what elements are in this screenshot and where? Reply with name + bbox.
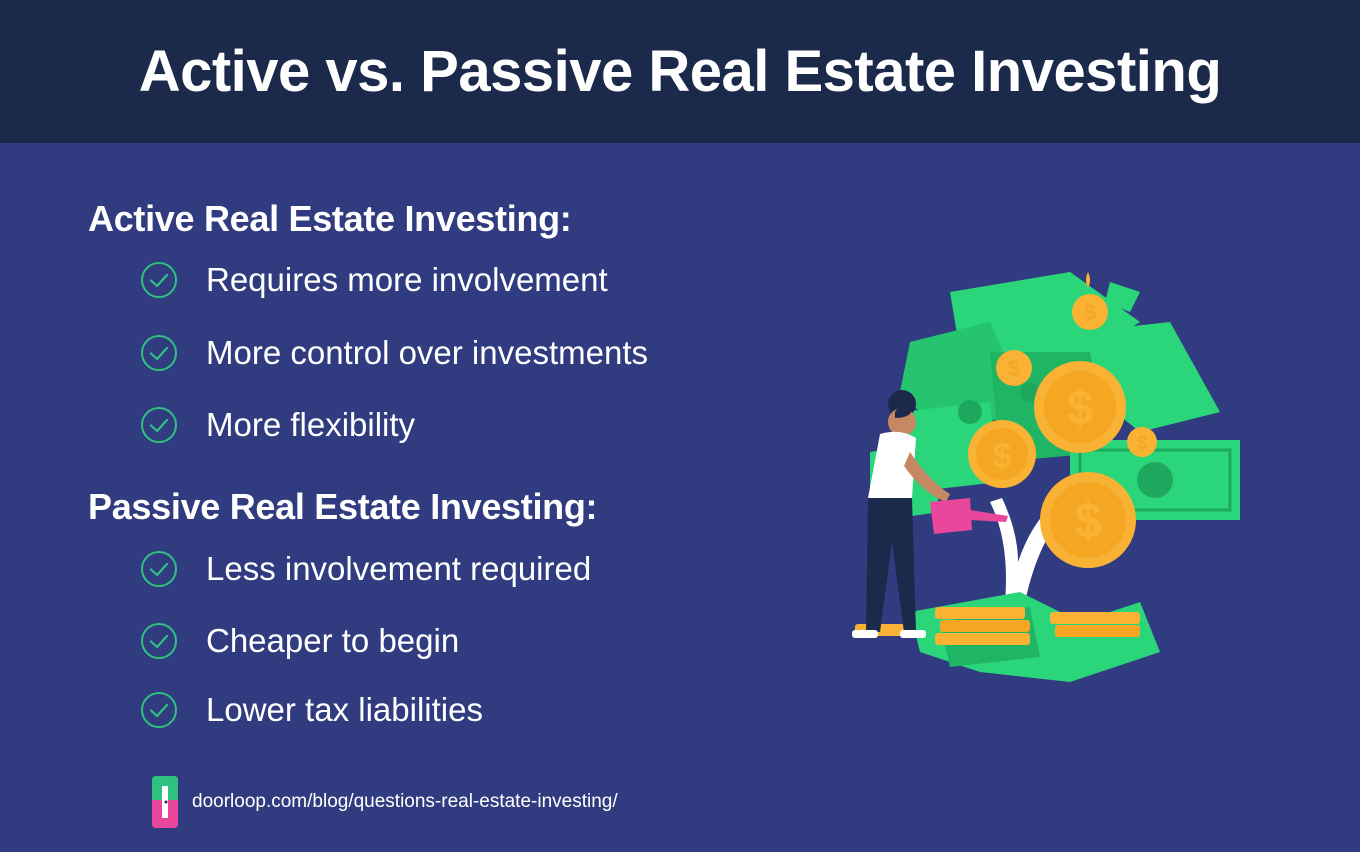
- money-tree-illustration: $ $ $ $ $ $: [852, 272, 1240, 682]
- list-item-label: Requires more involvement: [206, 261, 608, 298]
- list-item-label: More flexibility: [206, 406, 416, 443]
- list-item-label: Cheaper to begin: [206, 622, 460, 659]
- check-circle-icon: [141, 262, 177, 298]
- footer: doorloop.com/blog/questions-real-estate-…: [148, 774, 618, 830]
- list-item: Requires more involvement: [140, 260, 608, 300]
- list-item-label: Less involvement required: [206, 550, 592, 587]
- svg-text:$: $: [1074, 493, 1102, 549]
- doorloop-logo-icon: [152, 776, 178, 828]
- list-item: Less involvement required: [140, 549, 591, 589]
- check-circle-icon: [141, 551, 177, 587]
- list-item-label: Lower tax liabilities: [206, 691, 483, 728]
- woman-figure: [852, 390, 950, 638]
- check-circle-icon: [141, 335, 177, 371]
- list-item-label: More control over investments: [206, 334, 649, 371]
- list-item: Cheaper to begin: [140, 621, 459, 661]
- list-item: Lower tax liabilities: [140, 690, 483, 730]
- watering-can-icon: [930, 498, 1008, 534]
- svg-text:$: $: [1067, 382, 1094, 435]
- list-item: More control over investments: [140, 333, 648, 373]
- check-circle-icon: [141, 407, 177, 443]
- coins: $ $ $ $ $ $: [968, 272, 1157, 568]
- svg-text:$: $: [1008, 356, 1020, 381]
- page-title: Active vs. Passive Real Estate Investing: [138, 39, 1222, 104]
- svg-text:$: $: [1084, 300, 1096, 325]
- header-bar: Active vs. Passive Real Estate Investing: [0, 0, 1360, 143]
- check-circle-icon: [141, 623, 177, 659]
- passive-section-title: Passive Real Estate Investing:: [88, 486, 598, 527]
- footer-url-link[interactable]: doorloop.com/blog/questions-real-estate-…: [192, 791, 618, 812]
- check-circle-icon: [141, 692, 177, 728]
- active-section-title: Active Real Estate Investing:: [88, 198, 572, 239]
- svg-text:$: $: [992, 435, 1012, 476]
- list-item: More flexibility: [140, 405, 415, 445]
- svg-text:$: $: [1137, 433, 1147, 453]
